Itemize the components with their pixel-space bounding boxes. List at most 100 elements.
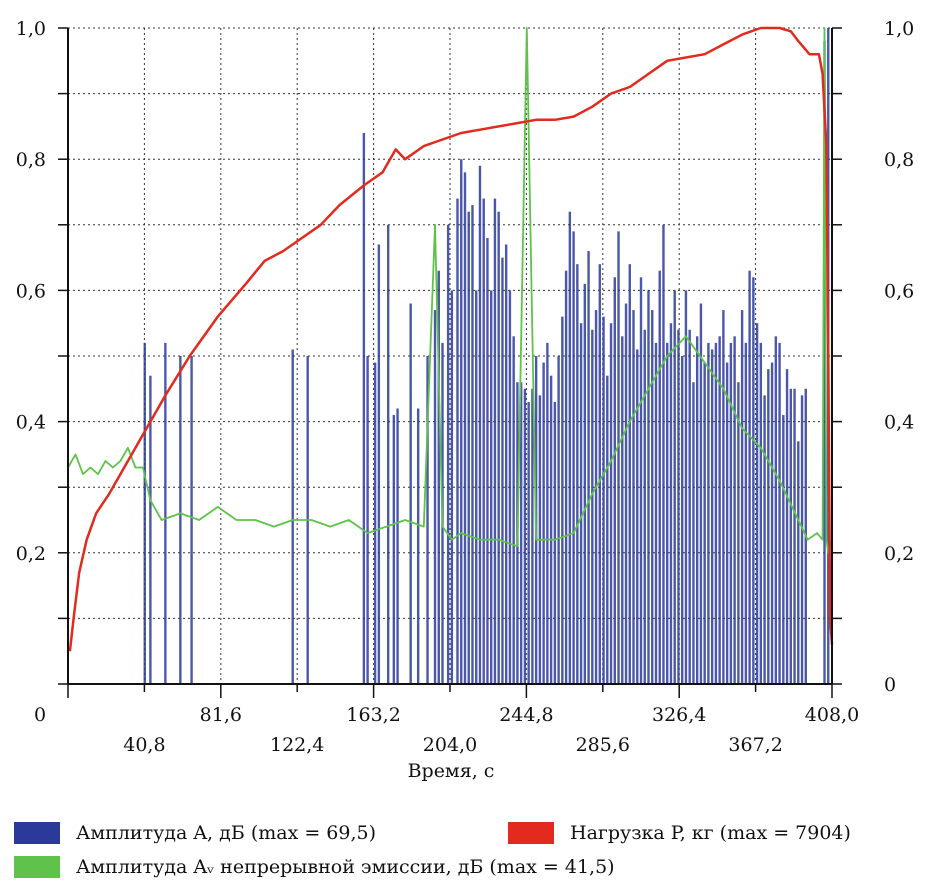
y-tick-label-left: 0,6 bbox=[16, 280, 46, 302]
x-tick-label-lower: 204,0 bbox=[423, 734, 477, 756]
amplitude-bar bbox=[387, 224, 390, 685]
y-tick-label-right: 0,2 bbox=[884, 543, 914, 565]
x-tick-label-upper: 0 bbox=[34, 704, 46, 726]
amplitude-bar bbox=[531, 388, 534, 684]
amplitude-bar bbox=[628, 264, 631, 684]
x-tick-label-upper: 81,6 bbox=[200, 704, 242, 726]
amplitude-bar bbox=[486, 237, 489, 685]
amplitude-bar bbox=[561, 316, 564, 684]
amplitude-bar bbox=[714, 342, 718, 684]
amplitude-bar bbox=[433, 310, 437, 684]
amplitude-bar bbox=[504, 244, 508, 685]
tick-labels: 0,2 0,4 0,6 0,8 1,0 0 0,2 0,4 0,6 0,8 1,0 0 81,6 163,… bbox=[16, 18, 914, 756]
amplitude-bar bbox=[471, 205, 474, 684]
amplitude-bar bbox=[639, 277, 643, 684]
amplitude-bar bbox=[658, 270, 661, 684]
amplitude-bar bbox=[767, 369, 770, 684]
amplitude-bar bbox=[710, 349, 714, 684]
amplitude-bar bbox=[733, 336, 736, 684]
amplitude-bar bbox=[624, 303, 628, 684]
amplitude-bar bbox=[426, 356, 429, 684]
y-tick-label-left: 0,8 bbox=[16, 149, 46, 171]
amplitude-bar bbox=[553, 401, 557, 684]
amplitude-bar bbox=[416, 408, 420, 684]
y-tick-label-left: 1,0 bbox=[16, 18, 46, 40]
amplitude-bar bbox=[579, 323, 583, 684]
amplitude-bar bbox=[568, 211, 572, 684]
amplitude-bar bbox=[523, 388, 527, 684]
amplitude-bar bbox=[456, 198, 459, 684]
amplitude-bar bbox=[557, 356, 560, 684]
amplitude-bar bbox=[793, 388, 796, 684]
amplitude-bar bbox=[377, 244, 381, 685]
amplitude-bar bbox=[609, 323, 613, 684]
amplitude-bar bbox=[572, 231, 575, 685]
amplitude-bar bbox=[463, 172, 467, 684]
amplitude-bar bbox=[475, 290, 478, 684]
legend-swatch-amplitude bbox=[14, 822, 60, 844]
x-tick-label-lower: 122,4 bbox=[270, 734, 324, 756]
amplitude-bar bbox=[519, 382, 523, 684]
amplitude-bar bbox=[576, 264, 579, 684]
amplitude-bar bbox=[366, 356, 369, 684]
amplitude-bar bbox=[718, 336, 721, 684]
amplitude-bar bbox=[785, 369, 789, 684]
amplitude-bar bbox=[740, 310, 744, 684]
y-tick-label-right: 0,8 bbox=[884, 149, 914, 171]
amplitude-bar bbox=[666, 342, 669, 684]
amplitude-bar bbox=[617, 231, 620, 685]
y-tick-label-left: 0,4 bbox=[16, 412, 46, 434]
amplitude-bar bbox=[392, 415, 396, 684]
amplitude-bar bbox=[680, 356, 684, 684]
amplitude-bar bbox=[692, 382, 695, 684]
amplitude-bar bbox=[493, 198, 497, 684]
amplitude-bar bbox=[673, 290, 676, 684]
amplitude-bar bbox=[546, 342, 549, 684]
amplitude-bar bbox=[467, 211, 470, 684]
amplitude-bar bbox=[549, 375, 553, 684]
amplitude-bar bbox=[752, 277, 755, 684]
amplitude-bar bbox=[482, 198, 485, 684]
amplitude-bar bbox=[489, 290, 493, 684]
amplitude-bar bbox=[598, 264, 602, 684]
amplitude-bar bbox=[699, 303, 703, 684]
amplitude-bar bbox=[497, 211, 500, 684]
amplitude-bar bbox=[759, 342, 763, 684]
amplitude-bar bbox=[512, 336, 515, 684]
amplitude-bar bbox=[587, 251, 590, 685]
legend-swatch-load bbox=[508, 822, 554, 844]
amplitude-bar bbox=[744, 342, 748, 684]
amplitude-bar bbox=[291, 349, 294, 684]
amplitude-bar bbox=[684, 290, 688, 684]
amplitude-bar bbox=[409, 303, 412, 684]
legend-item-load: Нагрузка P, кг (max = 7904) bbox=[508, 822, 851, 844]
axes bbox=[58, 27, 842, 698]
legend-label-continuous-emission: Амплитуда Aᵥ непрерывной эмиссии, дБ (ma… bbox=[76, 856, 615, 878]
amplitude-bar bbox=[797, 441, 800, 684]
amplitude-bar bbox=[143, 342, 146, 684]
x-tick-label-upper: 244,8 bbox=[499, 704, 553, 726]
x-tick-label-lower: 285,6 bbox=[576, 734, 630, 756]
x-tick-label-lower: 367,2 bbox=[728, 734, 782, 756]
amplitude-bar bbox=[478, 165, 482, 684]
amplitude-bar bbox=[613, 277, 616, 684]
amplitude-bar bbox=[450, 290, 454, 684]
amplitude-bar bbox=[823, 41, 826, 685]
y-tick-label-right: 0 bbox=[884, 674, 896, 696]
amplitude-bar bbox=[396, 408, 399, 684]
amplitude-bar bbox=[695, 336, 699, 684]
x-axis-title: Время, с bbox=[408, 760, 495, 782]
amplitude-bar bbox=[179, 356, 182, 684]
x-tick-label-upper: 163,2 bbox=[346, 704, 400, 726]
amplitude-bar bbox=[703, 362, 706, 684]
amplitude-bar bbox=[677, 329, 680, 684]
amplitude-bar bbox=[542, 362, 545, 684]
amplitude-bar bbox=[737, 382, 740, 684]
amplitude-bar bbox=[748, 270, 751, 684]
amplitude-bar bbox=[654, 342, 658, 684]
amplitude-bar bbox=[564, 270, 568, 684]
amplitude-bars bbox=[143, 28, 830, 685]
amplitude-bar bbox=[647, 290, 650, 684]
x-tick-label-upper: 408,0 bbox=[805, 704, 859, 726]
amplitude-bar bbox=[149, 375, 152, 684]
